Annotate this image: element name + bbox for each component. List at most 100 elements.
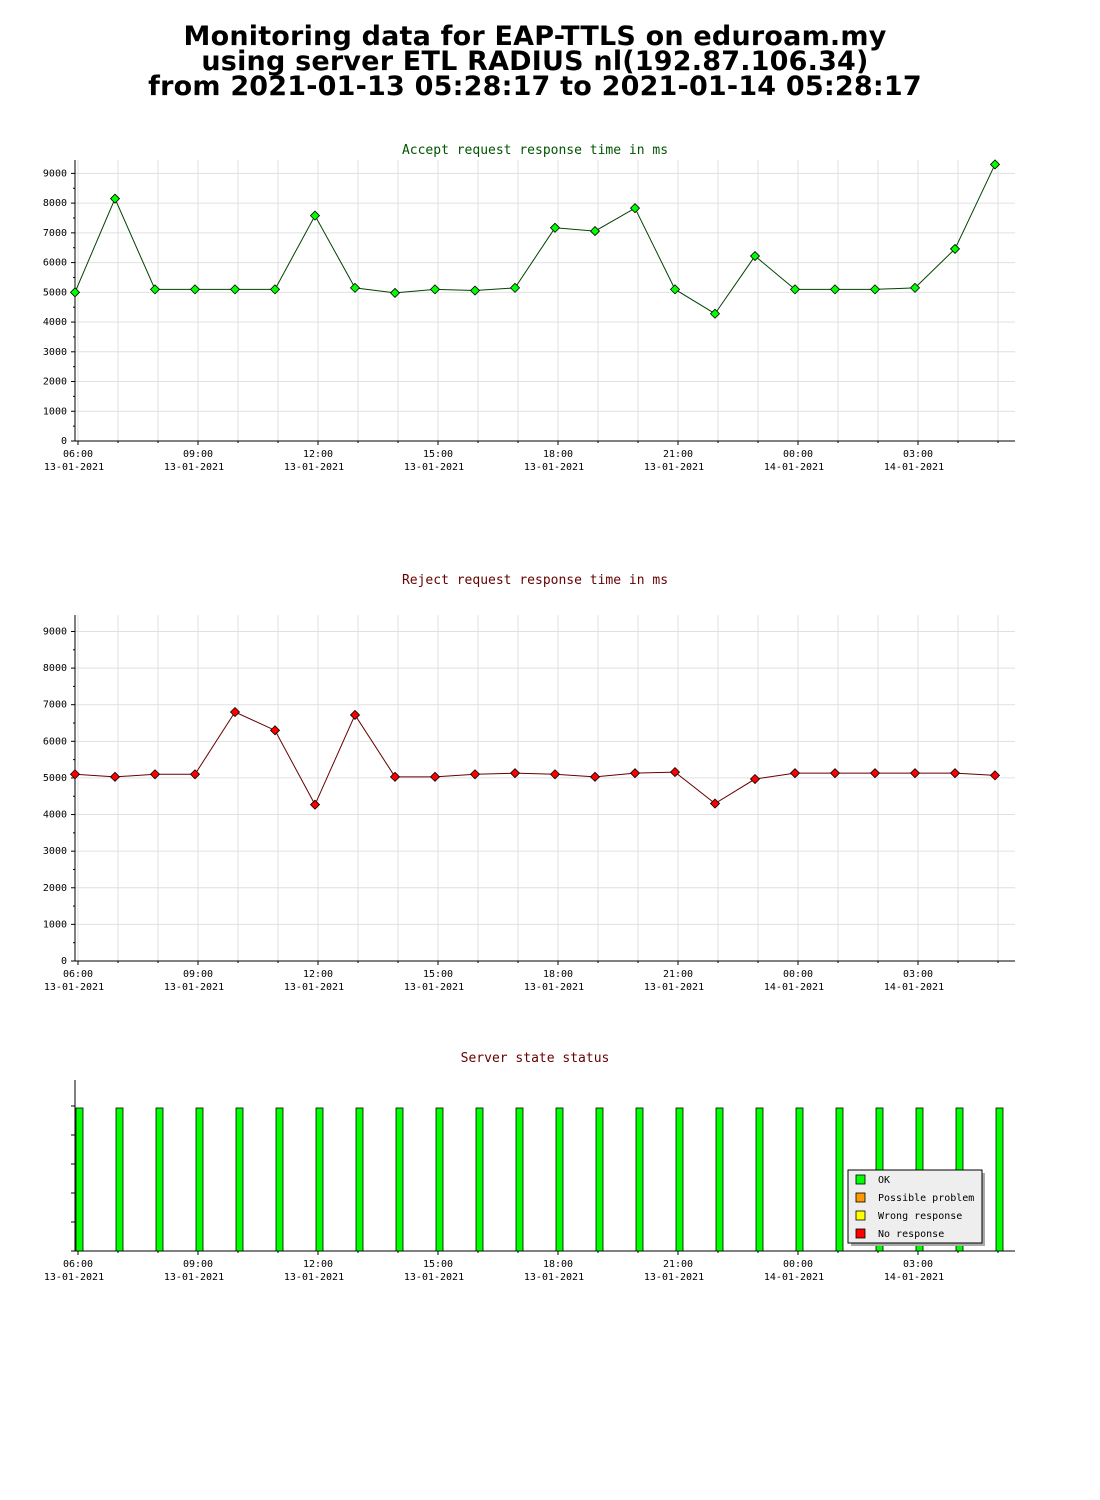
status-bar xyxy=(755,1107,764,1252)
reject-y-tick-label: 0 xyxy=(61,956,67,967)
reject-data-point xyxy=(789,768,801,779)
reject-y-tick-label: 7000 xyxy=(43,700,67,711)
accept-y-tick-label: 1000 xyxy=(43,406,67,417)
reject-data-point xyxy=(909,768,921,779)
status-bar xyxy=(275,1107,284,1252)
accept-x-tick-date: 14-01-2021 xyxy=(884,462,944,473)
status-x-tick-time: 09:00 xyxy=(183,1259,213,1270)
status-x-tick-time: 06:00 xyxy=(63,1259,93,1270)
accept-data-point xyxy=(789,284,801,295)
reject-x-tick-date: 13-01-2021 xyxy=(404,982,464,993)
reject-y-tick-label: 9000 xyxy=(43,626,67,637)
accept-response-chart: Accept request response time in ms 0 1000 2… xyxy=(43,143,1015,473)
reject-data-point xyxy=(429,771,441,782)
reject-data-point xyxy=(469,769,481,780)
status-bar xyxy=(675,1107,684,1252)
status-x-tick-date: 13-01-2021 xyxy=(284,1272,344,1283)
reject-y-tick-label: 8000 xyxy=(43,663,67,674)
reject-x-tick-time: 18:00 xyxy=(543,969,573,980)
accept-data-point xyxy=(709,308,721,319)
accept-y-tick-label: 3000 xyxy=(43,347,67,358)
legend-label: Wrong response xyxy=(878,1211,962,1222)
title-line-2: using server ETL RADIUS nl(192.87.106.34… xyxy=(201,46,869,77)
legend-label: Possible problem xyxy=(878,1193,974,1204)
accept-y-tick-label: 2000 xyxy=(43,377,67,388)
accept-x-tick-time: 12:00 xyxy=(303,449,333,460)
status-x-tick-date: 13-01-2021 xyxy=(44,1272,104,1283)
accept-x-tick-date: 14-01-2021 xyxy=(764,462,824,473)
reject-x-tick-time: 12:00 xyxy=(303,969,333,980)
accept-series-line xyxy=(74,164,996,315)
status-bar xyxy=(435,1107,444,1252)
legend-swatch xyxy=(855,1174,866,1185)
reject-data-point xyxy=(389,771,401,782)
accept-data-point xyxy=(349,282,361,293)
reject-x-tick-time: 06:00 xyxy=(63,969,93,980)
accept-x-tick-time: 03:00 xyxy=(903,449,933,460)
status-x-tick-time: 00:00 xyxy=(783,1259,813,1270)
reject-data-point xyxy=(589,771,601,782)
accept-data-point xyxy=(109,193,121,204)
status-bar xyxy=(315,1107,324,1252)
reject-data-point xyxy=(349,709,361,721)
accept-data-point xyxy=(829,284,841,295)
accept-data-point xyxy=(429,284,441,295)
status-x-tick-date: 14-01-2021 xyxy=(884,1272,944,1283)
accept-x-tick-time: 15:00 xyxy=(423,449,453,460)
accept-data-point xyxy=(989,159,1001,170)
reject-data-point xyxy=(549,769,561,780)
accept-x-tick-time: 18:00 xyxy=(543,449,573,460)
status-bar xyxy=(475,1107,484,1252)
reject-x-tick-time: 21:00 xyxy=(663,969,693,980)
status-x-tick-date: 13-01-2021 xyxy=(164,1272,224,1283)
accept-x-tick-date: 13-01-2021 xyxy=(164,462,224,473)
status-bar xyxy=(835,1107,844,1252)
reject-data-point xyxy=(229,706,241,718)
legend-box xyxy=(847,1169,983,1244)
reject-data-point xyxy=(69,769,81,780)
reject-y-tick-label: 6000 xyxy=(43,736,67,747)
reject-data-point xyxy=(749,773,761,785)
accept-data-point xyxy=(69,287,81,298)
accept-data-point xyxy=(189,284,201,295)
status-x-tick-time: 18:00 xyxy=(543,1259,573,1270)
accept-data-point xyxy=(909,282,921,293)
accept-data-point xyxy=(509,282,521,293)
status-x-tick-time: 12:00 xyxy=(303,1259,333,1270)
status-bar xyxy=(635,1107,644,1252)
accept-y-tick-label: 5000 xyxy=(43,287,67,298)
reject-x-tick-date: 14-01-2021 xyxy=(764,982,824,993)
accept-data-point xyxy=(229,284,241,295)
accept-data-point xyxy=(749,250,761,262)
accept-y-tick-label: 6000 xyxy=(43,258,67,269)
reject-x-tick-date: 14-01-2021 xyxy=(884,982,944,993)
reject-x-tick-date: 13-01-2021 xyxy=(44,982,104,993)
status-bar xyxy=(555,1107,564,1252)
legend-swatch xyxy=(855,1210,866,1221)
accept-data-point xyxy=(549,222,561,233)
reject-data-point xyxy=(709,798,721,809)
accept-data-point xyxy=(149,284,161,295)
reject-x-tick-date: 13-01-2021 xyxy=(284,982,344,993)
reject-data-point xyxy=(869,768,881,779)
reject-y-tick-label: 5000 xyxy=(43,773,67,784)
accept-y-tick-label: 9000 xyxy=(43,168,67,179)
reject-y-tick-label: 2000 xyxy=(43,883,67,894)
status-chart-title: Server state status xyxy=(461,1051,610,1066)
accept-x-tick-time: 06:00 xyxy=(63,449,93,460)
status-bar xyxy=(75,1107,84,1252)
reject-data-point xyxy=(829,768,841,779)
reject-response-chart: Reject request response time in ms 0 1000 2… xyxy=(43,573,1015,993)
reject-x-tick-time: 15:00 xyxy=(423,969,453,980)
accept-data-point xyxy=(669,284,681,295)
accept-data-point xyxy=(469,285,481,296)
status-bar xyxy=(355,1107,364,1252)
accept-data-point xyxy=(389,287,401,298)
status-bar xyxy=(595,1107,604,1252)
reject-x-tick-time: 09:00 xyxy=(183,969,213,980)
reject-y-tick-label: 4000 xyxy=(43,810,67,821)
reject-data-point xyxy=(669,767,681,778)
status-bar xyxy=(515,1107,524,1252)
accept-chart-title: Accept request response time in ms xyxy=(402,143,668,158)
accept-data-point xyxy=(629,203,641,214)
